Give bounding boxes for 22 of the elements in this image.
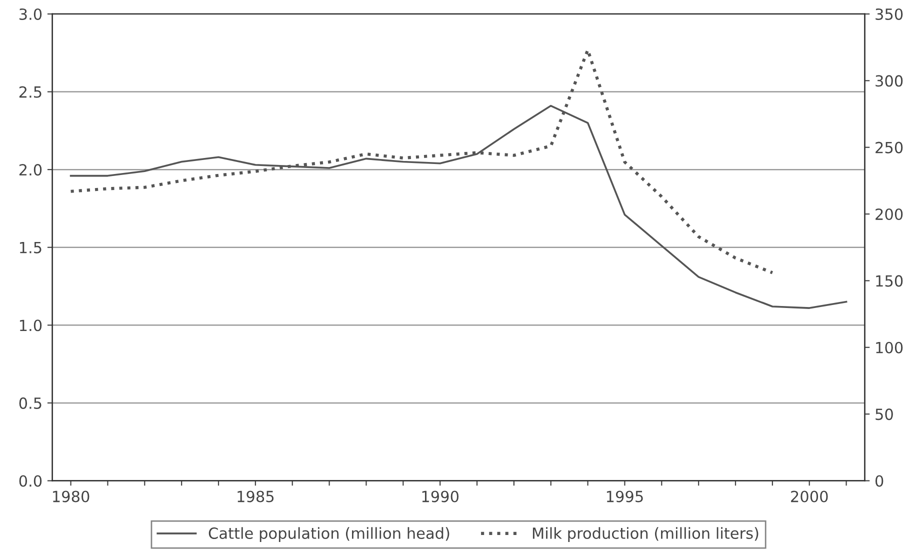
- y-tick-label: 2.0: [19, 164, 42, 176]
- y2-tick-label: 50: [876, 408, 893, 420]
- y2-tick-label: 150: [876, 275, 903, 287]
- x-tick-label: 1995: [606, 490, 643, 502]
- y-tick-label: 1.5: [20, 242, 42, 254]
- legend-label: Cattle population (million head): [208, 527, 450, 542]
- y2-tick-label: 350: [876, 8, 903, 20]
- y2-tick-label: 0: [875, 475, 884, 487]
- x-tick-label: 1980: [53, 490, 90, 502]
- y2-tick-label: 300: [876, 75, 903, 87]
- legend-label: Milk production (million liters): [532, 527, 758, 542]
- y-tick-label: 0.0: [19, 475, 42, 487]
- y2-tick-label: 250: [876, 142, 903, 154]
- y-tick-label: 0.5: [19, 397, 42, 409]
- y2-tick-label: 100: [876, 342, 903, 354]
- y-tick-label: 3.0: [19, 8, 42, 20]
- y-tick-label: 1.0: [20, 320, 42, 332]
- x-tick-label: 2000: [791, 490, 828, 502]
- y-tick-label: 2.5: [19, 86, 42, 98]
- x-tick-label: 1990: [422, 490, 458, 502]
- y2-tick-label: 200: [876, 208, 903, 220]
- x-tick-label: 1985: [238, 490, 274, 502]
